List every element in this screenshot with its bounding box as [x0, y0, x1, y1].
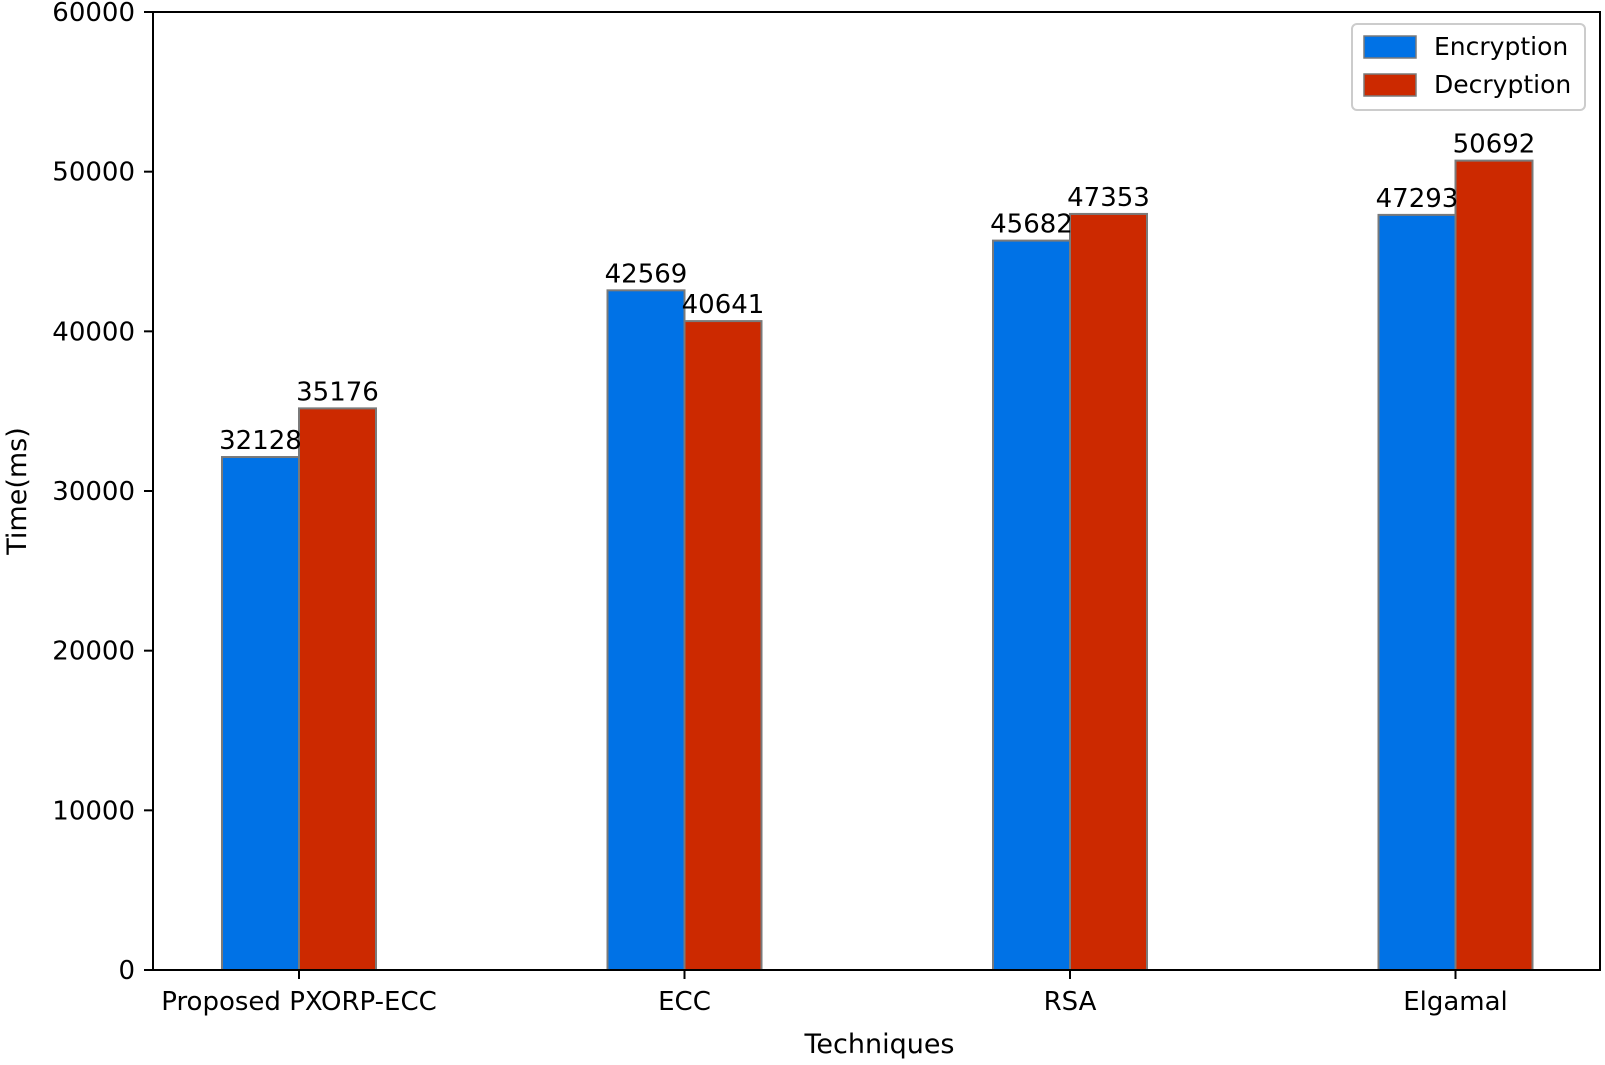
- y-tick-label-50000: 50000: [52, 158, 135, 188]
- y-axis-title: Time(ms): [2, 427, 33, 556]
- axes-layer: 0 10000 20000 30000 40000 50000 60000 Proposed …: [52, 0, 1601, 1017]
- legend-swatch-encryption: [1363, 35, 1417, 59]
- y-tick-label-0: 0: [118, 956, 135, 986]
- bar-encryption-3: [1377, 213, 1457, 971]
- x-tick-label-3: Elgamal: [1403, 987, 1508, 1017]
- data-label-encryption-0: 32128: [219, 426, 302, 456]
- bar-decryption-1: [683, 320, 763, 971]
- y-tick-label-40000: 40000: [52, 317, 135, 347]
- bar-encryption-2: [992, 239, 1071, 972]
- data-label-encryption-1: 42569: [605, 259, 688, 289]
- legend-label-decryption: Decryption: [1434, 70, 1571, 99]
- bar-encryption-1: [606, 289, 686, 972]
- data-label-decryption-1: 40641: [682, 290, 765, 320]
- data-label-decryption-3: 50692: [1453, 130, 1536, 160]
- x-axis-title: Techniques: [803, 1029, 954, 1060]
- bars-layer: [221, 159, 1534, 972]
- data-label-encryption-3: 47293: [1376, 184, 1459, 214]
- x-tick-label-1: ECC: [658, 987, 711, 1017]
- y-tick-label-30000: 30000: [52, 477, 135, 507]
- x-tick-label-2: RSA: [1044, 987, 1097, 1017]
- data-labels-layer: 32128 42569 45682 47293 35176 40641 47353 50692: [219, 130, 1535, 456]
- bar-decryption-3: [1454, 159, 1534, 971]
- legend-label-encryption: Encryption: [1434, 32, 1568, 61]
- y-tick-label-10000: 10000: [52, 796, 135, 826]
- legend: Encryption Decryption: [1351, 23, 1586, 111]
- data-label-decryption-2: 47353: [1067, 183, 1150, 213]
- y-tick-label-20000: 20000: [52, 637, 135, 667]
- bar-decryption-2: [1069, 212, 1148, 972]
- x-tick-label-0: Proposed PXORP-ECC: [161, 987, 437, 1017]
- data-label-encryption-2: 45682: [990, 210, 1073, 240]
- legend-swatch-decryption: [1363, 73, 1417, 97]
- bar-encryption-0: [221, 456, 300, 971]
- y-tick-label-60000: 60000: [52, 0, 135, 28]
- data-label-decryption-0: 35176: [296, 377, 379, 407]
- bar-decryption-0: [298, 407, 377, 972]
